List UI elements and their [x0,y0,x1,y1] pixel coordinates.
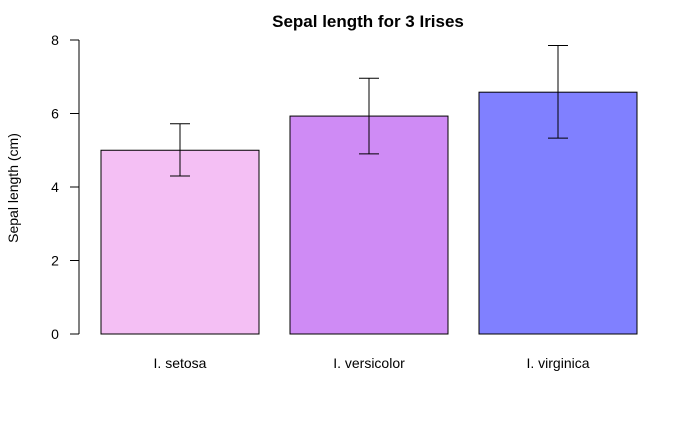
bars-group [100,91,638,335]
x-tick-label: I. versicolor [333,355,405,371]
y-axis-label: Sepal length (cm) [5,133,21,243]
y-tick-label: 4 [51,179,59,195]
y-axis: 0 2 4 6 8 [51,32,80,342]
y-tick-label: 2 [51,253,59,269]
y-tick-label: 6 [51,106,59,122]
bar-i-setosa [100,149,260,335]
x-tick-labels: I. setosa I. versicolor I. virginica [154,355,590,371]
y-tick-label: 8 [51,32,59,48]
x-tick-label: I. virginica [526,355,589,371]
x-tick-label: I. setosa [154,355,207,371]
error-bars-group [170,45,568,177]
chart-title: Sepal length for 3 Irises [272,12,464,31]
y-tick-label: 0 [51,326,59,342]
